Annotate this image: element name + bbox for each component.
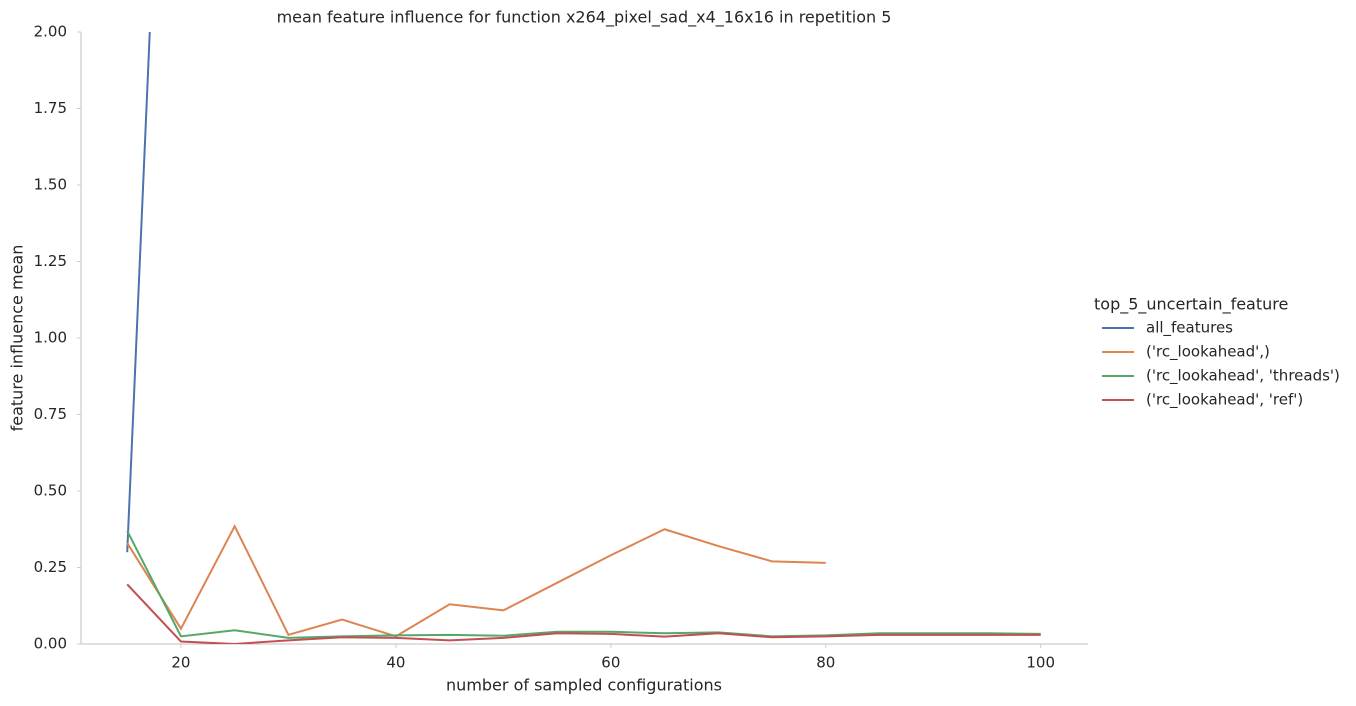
legend-title: top_5_uncertain_feature <box>1094 295 1288 315</box>
series-line <box>126 32 151 553</box>
y-tick-label: 1.25 <box>34 252 67 270</box>
y-tick-label: 1.00 <box>34 329 67 347</box>
x-tick-label: 40 <box>386 654 405 672</box>
y-tick-label: 0.50 <box>34 482 67 500</box>
y-tick-label: 2.00 <box>34 23 67 41</box>
x-tick-label: 60 <box>601 654 620 672</box>
legend-label: all_features <box>1146 319 1233 338</box>
x-axis-label: number of sampled configurations <box>446 676 722 695</box>
chart-title: mean feature influence for function x264… <box>277 8 892 28</box>
y-tick-label: 1.75 <box>34 99 67 117</box>
x-tick-label: 100 <box>1026 654 1055 672</box>
y-tick-label: 0.00 <box>34 635 67 653</box>
y-tick-label: 0.25 <box>34 558 67 576</box>
y-axis-label: feature influence mean <box>8 245 27 432</box>
series-line <box>126 523 826 638</box>
legend-label: ('rc_lookahead',) <box>1146 343 1270 362</box>
legend-label: ('rc_lookahead', 'ref') <box>1146 391 1303 410</box>
legend-label: ('rc_lookahead', 'threads') <box>1146 367 1340 386</box>
x-tick-label: 20 <box>171 654 190 672</box>
plot-area <box>126 32 1041 644</box>
series-line <box>126 583 1041 644</box>
y-tick-label: 0.75 <box>34 405 67 423</box>
y-tick-label: 1.50 <box>34 176 67 194</box>
x-tick-label: 80 <box>816 654 835 672</box>
legend: top_5_uncertain_feature all_features ('rc… <box>1094 295 1340 410</box>
series-line <box>126 530 1041 639</box>
